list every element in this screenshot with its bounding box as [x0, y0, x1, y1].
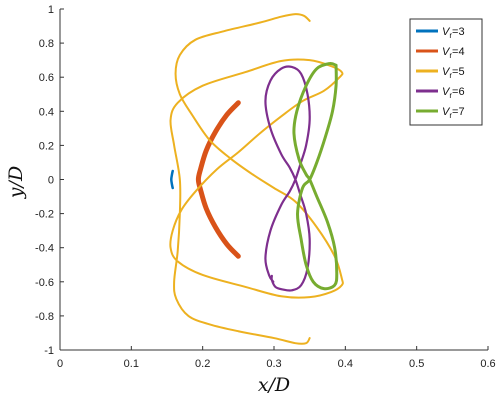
x-tick-label: 0.1: [124, 358, 139, 370]
series-line-vr6: [264, 65, 311, 292]
legend-label: Vr=6: [442, 86, 465, 100]
x-tick-label: 0.6: [480, 358, 495, 370]
legend: Vr=3 Vr=4 Vr=5 Vr=6 Vr=7: [409, 18, 483, 126]
x-axis-ticks: 0 0.1 0.2 0.3 0.4 0.5 0.6: [57, 346, 496, 370]
series-line-vr5: [169, 13, 344, 345]
y-tick-label: -1: [44, 345, 54, 357]
legend-label: Vr=5: [442, 66, 465, 80]
plot-area: [169, 13, 344, 345]
legend-label: Vr=3: [442, 26, 465, 40]
y-tick-label: -0.4: [35, 243, 54, 255]
y-tick-label: -0.6: [35, 277, 54, 289]
y-tick-label: 0.6: [39, 72, 54, 84]
y-tick-label: -0.8: [35, 311, 54, 323]
x-tick-label: 0.2: [195, 358, 210, 370]
y-tick-label: 0.8: [39, 38, 54, 50]
y-tick-label: 0.4: [39, 106, 54, 118]
series-line-vr4: [195, 100, 241, 259]
legend-label: Vr=4: [442, 46, 465, 60]
legend-label: Vr=7: [442, 106, 465, 120]
x-tick-label: 0.4: [338, 358, 353, 370]
x-tick-label: 0: [57, 358, 63, 370]
x-axis-label: x/D: [258, 374, 290, 396]
y-tick-label: 0.2: [39, 140, 54, 152]
series-line-vr3: [170, 169, 174, 190]
y-axis-label: y/D: [5, 166, 27, 199]
x-tick-label: 0.5: [409, 358, 424, 370]
y-tick-label: 1: [48, 4, 54, 16]
y-tick-label: 0: [48, 175, 54, 187]
y-axis-ticks: 1 0.8 0.6 0.4 0.2 0 -0.2 -0.4 -0.6 -0.8 -1: [35, 4, 64, 357]
y-tick-label: -0.2: [35, 209, 54, 221]
x-tick-label: 0.3: [266, 358, 281, 370]
series-line-vr7: [292, 61, 339, 291]
